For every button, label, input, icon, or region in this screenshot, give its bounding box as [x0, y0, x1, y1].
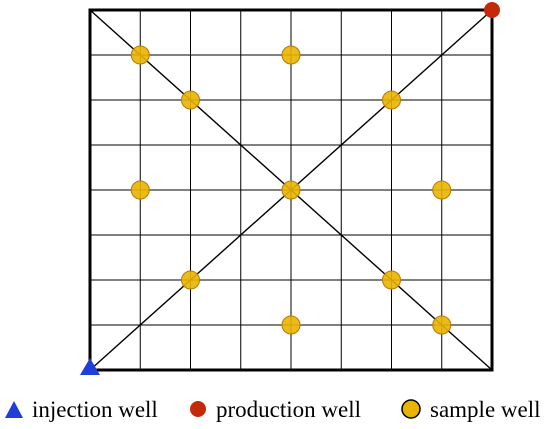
- legend-item-production-well: production well: [188, 393, 361, 425]
- injection-well-marker: [80, 358, 100, 375]
- production-well-marker: [484, 2, 500, 18]
- legend-label-injection-well: injection well: [32, 396, 158, 422]
- sample-well-marker: [130, 45, 150, 65]
- grid-border: [88, 8, 494, 372]
- sample-well-marker: [130, 180, 150, 200]
- legend: injection well production well sample we…: [0, 393, 550, 425]
- triangle-icon: [5, 401, 23, 418]
- sample-well-marker: [181, 270, 200, 290]
- sample-well-marker: [382, 90, 401, 110]
- legend-label-production-well: production well: [216, 396, 361, 422]
- sample-wells: [130, 45, 452, 335]
- sample-well-marker: [281, 45, 301, 65]
- sample-well-marker: [181, 90, 200, 110]
- sample-well-marker: [382, 270, 401, 290]
- sample-well-marker: [432, 315, 452, 335]
- legend-item-sample-well: sample well: [400, 393, 541, 425]
- yellow-circle-icon: [401, 399, 421, 419]
- legend-label-sample-well: sample well: [430, 396, 541, 422]
- legend-item-injection-well: injection well: [4, 393, 158, 425]
- sample-well-marker: [281, 315, 301, 335]
- sample-well-marker: [281, 180, 301, 200]
- red-circle-icon: [190, 401, 206, 417]
- sample-well-marker: [432, 180, 452, 200]
